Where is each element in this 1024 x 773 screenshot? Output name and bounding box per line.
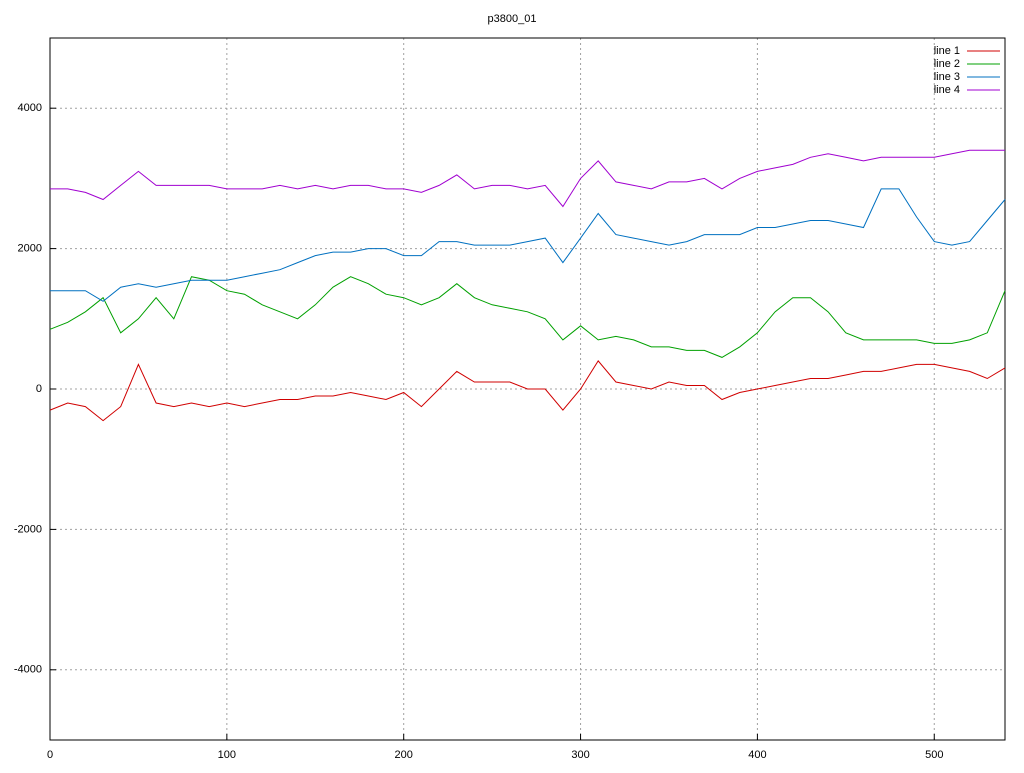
y-tick-label: -4000 bbox=[14, 664, 42, 676]
y-tick-label: 4000 bbox=[18, 102, 42, 114]
y-tick-label: 2000 bbox=[18, 243, 42, 255]
y-tick-label: -2000 bbox=[14, 523, 42, 535]
x-tick-label: 200 bbox=[395, 749, 413, 761]
x-tick-label: 400 bbox=[748, 749, 766, 761]
data-line bbox=[50, 149, 1005, 208]
legend-label: line 3 bbox=[934, 71, 960, 83]
plot-frame bbox=[49, 37, 1006, 741]
legend-label: line 2 bbox=[934, 58, 960, 70]
legend-label: line 4 bbox=[934, 84, 960, 96]
x-tick-label: 100 bbox=[218, 749, 236, 761]
x-tick-label: 500 bbox=[925, 749, 943, 761]
x-tick-label: 0 bbox=[47, 749, 53, 761]
y-tick-label: 0 bbox=[36, 383, 42, 395]
chart-title: p3800_01 bbox=[488, 13, 537, 25]
data-line bbox=[50, 188, 1006, 302]
legend-label: line 1 bbox=[934, 45, 960, 57]
data-line bbox=[49, 360, 1006, 422]
x-tick-label: 300 bbox=[571, 749, 589, 761]
